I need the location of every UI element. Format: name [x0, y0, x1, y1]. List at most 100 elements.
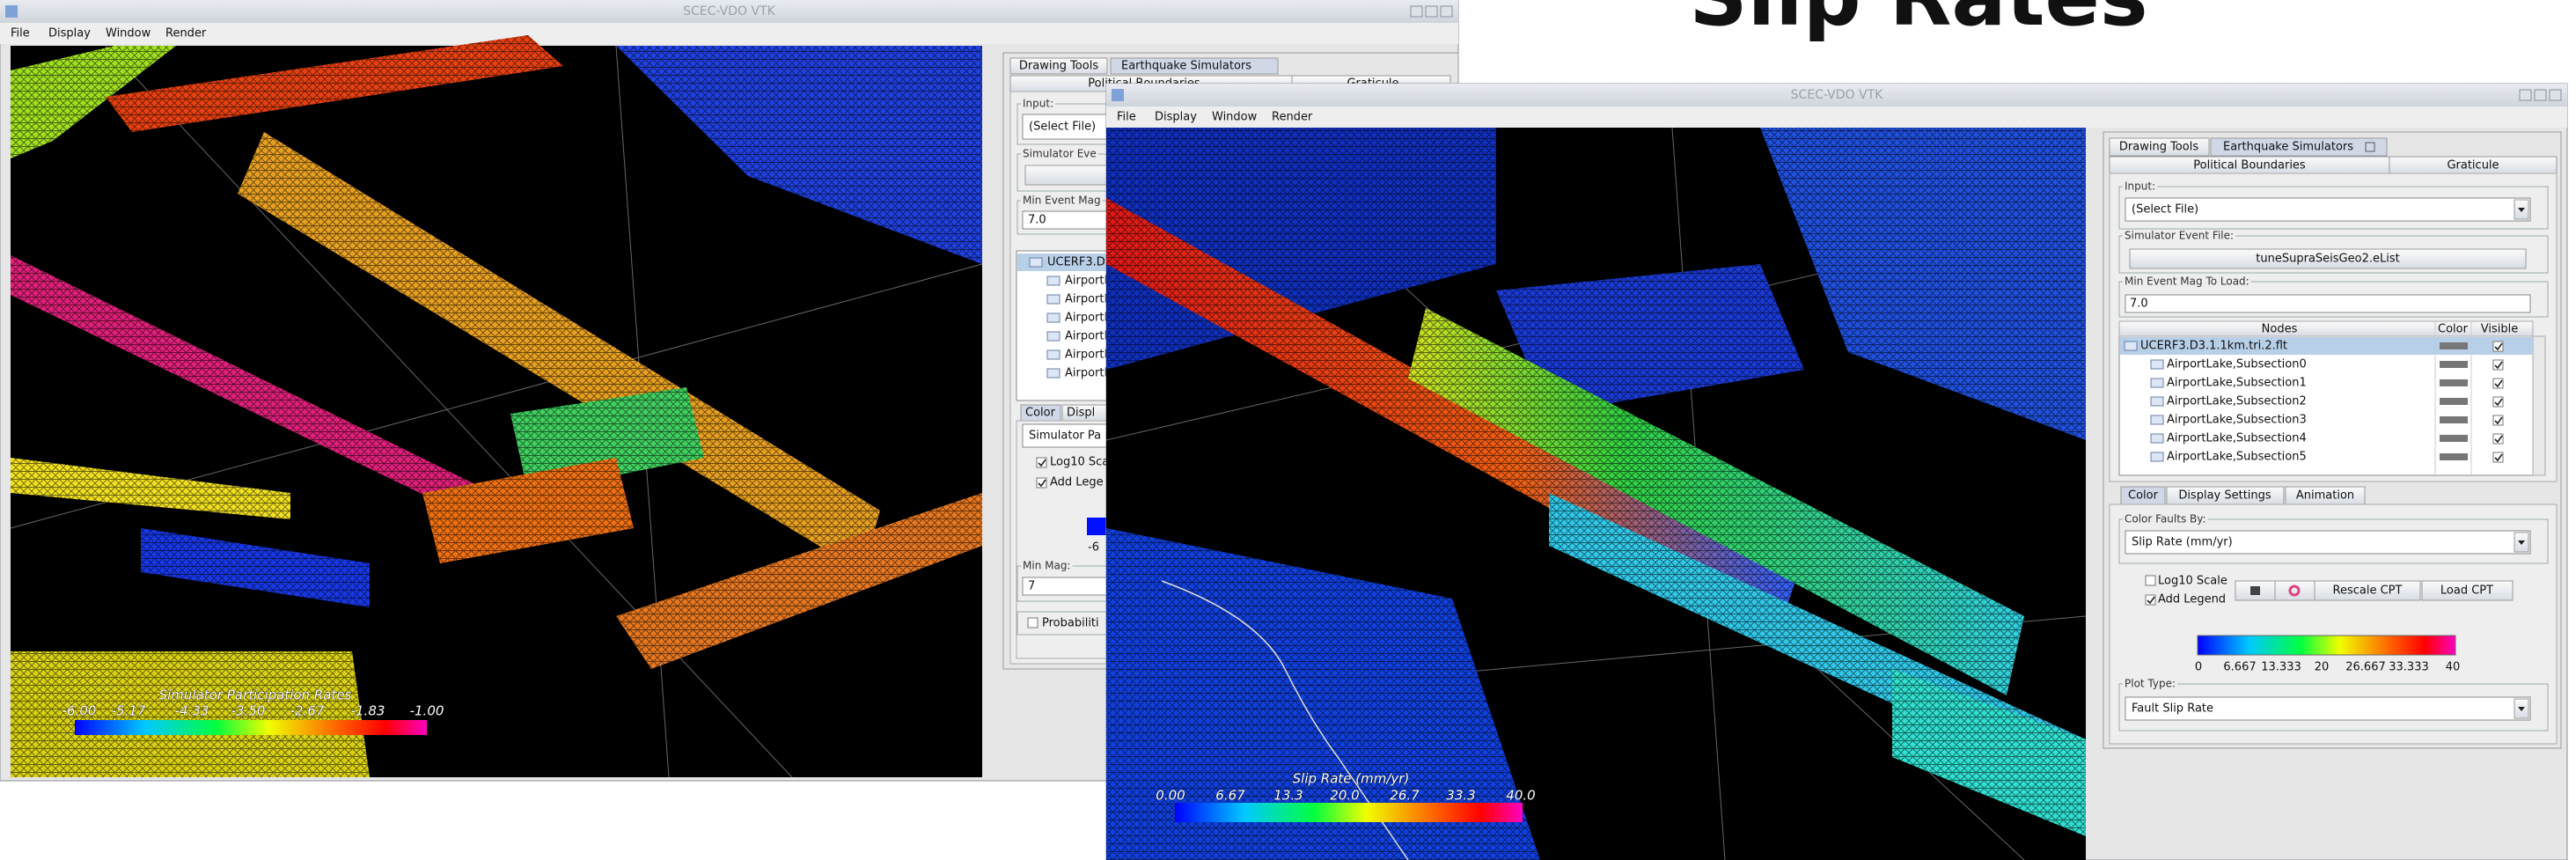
tree-node[interactable]: AirportL	[1065, 349, 1111, 362]
cpt-tick: 0	[2195, 661, 2202, 674]
tab[interactable]	[2210, 137, 2388, 157]
checkbox[interactable]	[2492, 452, 2504, 463]
arrow	[2518, 540, 2525, 545]
window-button[interactable]	[1425, 5, 1438, 18]
button-label[interactable]: Load CPT	[2440, 584, 2493, 598]
folder-icon	[1029, 257, 1043, 268]
color-swatch[interactable]	[2440, 361, 2468, 368]
column-header: Color	[2438, 323, 2469, 336]
button-label[interactable]: Rescale CPT	[2333, 584, 2403, 598]
tab-label[interactable]: Graticule	[2447, 159, 2499, 173]
tab-label[interactable]: Animation	[2296, 489, 2354, 503]
window-button[interactable]	[2534, 89, 2547, 101]
tab[interactable]	[2109, 137, 2210, 157]
tree-node[interactable]: AirportLake,Subsection1	[2167, 377, 2307, 390]
tree-node[interactable]: AirportL	[1065, 275, 1111, 288]
menu-item[interactable]: File	[1117, 111, 1136, 124]
tree-node[interactable]: AirportLake,Subsection5	[2167, 451, 2307, 464]
menu-item[interactable]: Render	[165, 27, 207, 40]
legend-tick: -4.33	[175, 703, 209, 719]
cpt-tick: 40	[2446, 661, 2461, 674]
group-label: Min Event Mag To Load:	[2125, 276, 2249, 288]
tree-node[interactable]: AirportLake,Subsection0	[2167, 358, 2307, 371]
menu-item[interactable]: File	[11, 27, 30, 40]
checkbox[interactable]	[1036, 477, 1047, 489]
menu-item[interactable]: Display	[48, 27, 91, 40]
tab-label[interactable]: Color	[1025, 407, 1056, 420]
tab-label[interactable]: Color	[2128, 489, 2159, 503]
group-label: Color Faults By:	[2125, 513, 2206, 526]
tab-label[interactable]: Drawing Tools	[1019, 60, 1098, 73]
tab-label[interactable]: Earthquake Simulators	[1121, 60, 1251, 73]
title-bar	[0, 0, 1458, 23]
tab-label[interactable]: Displ	[1067, 407, 1095, 420]
color-swatch[interactable]	[2440, 379, 2468, 386]
tree-node[interactable]: AirportLake,Subsection2	[2167, 395, 2307, 408]
checkbox[interactable]	[1027, 617, 1038, 628]
cpt-tick: 33.333	[2389, 661, 2429, 674]
menu-item[interactable]: Window	[106, 27, 151, 40]
color-wheel-icon	[2288, 584, 2301, 597]
checkbox[interactable]	[2492, 341, 2504, 352]
tree-node[interactable]: AirportL	[1065, 312, 1111, 325]
label-bg	[1021, 194, 1103, 207]
checkbox[interactable]	[2492, 433, 2504, 445]
checkbox[interactable]	[2145, 594, 2156, 606]
combo-box[interactable]	[2125, 530, 2531, 555]
window-button[interactable]	[1410, 5, 1423, 18]
tree-node[interactable]: AirportLake,Subsection4	[2167, 432, 2307, 445]
checkbox-label: Add Legend	[2158, 593, 2226, 606]
combo-box[interactable]	[2125, 696, 2531, 721]
button[interactable]	[2129, 248, 2527, 269]
button[interactable]	[2421, 580, 2514, 601]
fault-mesh	[1892, 669, 2086, 836]
fault-mesh	[11, 46, 176, 158]
color-swatch[interactable]	[2440, 342, 2468, 349]
checkbox[interactable]	[2492, 378, 2504, 389]
label-bg	[2123, 275, 2251, 288]
combo-value: Fault Slip Rate	[2132, 702, 2213, 716]
menu-item[interactable]: Render	[1272, 111, 1313, 124]
tab[interactable]	[1009, 57, 1108, 75]
tree-node[interactable]: AirportL	[1065, 293, 1111, 306]
tree-node[interactable]: AirportL	[1065, 367, 1111, 380]
color-swatch[interactable]	[2440, 416, 2468, 423]
close-icon[interactable]	[2365, 142, 2375, 152]
menu-item[interactable]: Display	[1155, 111, 1197, 124]
tree-node[interactable]: AirportL	[1065, 330, 1111, 343]
menu-item[interactable]: Window	[1212, 111, 1258, 124]
window-button[interactable]	[1440, 5, 1453, 18]
scrollbar	[2532, 335, 2546, 476]
checkbox[interactable]	[2492, 396, 2504, 408]
tab-label[interactable]: Earthquake Simulators	[2223, 141, 2353, 154]
window-button[interactable]	[2549, 89, 2562, 101]
checkbox[interactable]	[2492, 359, 2504, 371]
group-label: Simulator Eve	[1023, 148, 1097, 160]
tree-node[interactable]: UCERF3.D3	[1047, 256, 1112, 269]
tab[interactable]	[1110, 57, 1279, 75]
tree-node[interactable]: AirportLake,Subsection3	[2167, 414, 2307, 427]
color-swatch[interactable]	[2440, 453, 2468, 460]
checkbox[interactable]	[2492, 415, 2504, 426]
group-label: Simulator Event File:	[2125, 230, 2234, 242]
tab-label[interactable]: Drawing Tools	[2119, 141, 2198, 154]
folder-icon	[1046, 294, 1060, 305]
color-swatch[interactable]	[2440, 435, 2468, 442]
tab-label[interactable]: Political Boundaries	[2193, 159, 2306, 173]
checkbox[interactable]	[2145, 575, 2156, 586]
color-swatch[interactable]	[2440, 398, 2468, 405]
window-button[interactable]	[2519, 89, 2532, 101]
button-label[interactable]: tuneSupraSeisGeo2.eList	[2256, 253, 2399, 266]
folder-icon	[2150, 452, 2164, 462]
folder-icon	[1046, 368, 1060, 379]
combo-box[interactable]	[2125, 197, 2531, 222]
legend-tick: -1.00	[410, 703, 444, 719]
checkbox[interactable]	[1036, 457, 1047, 468]
legend-tick: 40.0	[1506, 788, 1535, 804]
tree-node[interactable]: UCERF3.D3.1.1km.tri.2.flt	[2140, 340, 2287, 353]
text-field[interactable]	[2125, 294, 2531, 313]
icon-button[interactable]	[2274, 580, 2315, 601]
tab-label[interactable]: Display Settings	[2178, 489, 2271, 503]
button[interactable]	[2314, 580, 2421, 601]
